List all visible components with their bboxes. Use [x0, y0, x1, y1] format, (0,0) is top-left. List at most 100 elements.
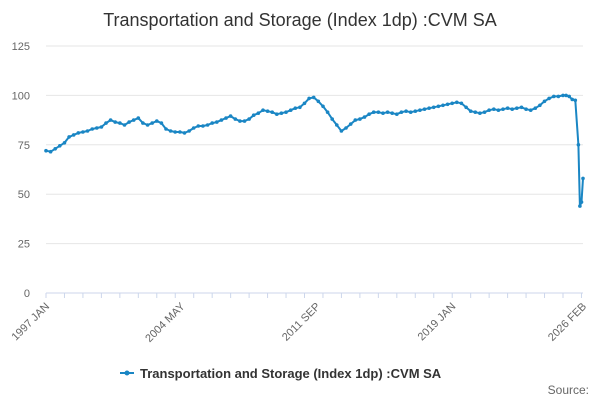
- data-point[interactable]: [556, 94, 561, 99]
- data-point[interactable]: [564, 93, 568, 98]
- data-point[interactable]: [390, 111, 395, 115]
- data-point[interactable]: [62, 141, 67, 145]
- data-point[interactable]: [515, 106, 519, 110]
- data-point[interactable]: [150, 121, 154, 125]
- data-point[interactable]: [567, 94, 571, 99]
- data-point[interactable]: [496, 108, 501, 112]
- data-point[interactable]: [501, 107, 505, 111]
- data-point[interactable]: [127, 120, 131, 124]
- data-point[interactable]: [547, 96, 551, 101]
- data-point[interactable]: [385, 110, 390, 114]
- data-point[interactable]: [159, 121, 164, 125]
- data-point[interactable]: [473, 110, 478, 114]
- data-point[interactable]: [330, 117, 335, 121]
- data-point[interactable]: [510, 107, 514, 111]
- data-point[interactable]: [173, 130, 177, 134]
- data-point[interactable]: [67, 135, 71, 139]
- data-point[interactable]: [261, 108, 265, 112]
- data-point[interactable]: [168, 129, 173, 133]
- data-point[interactable]: [450, 101, 455, 106]
- data-point[interactable]: [58, 144, 62, 148]
- data-point[interactable]: [219, 118, 224, 122]
- data-point[interactable]: [71, 133, 76, 137]
- data-point[interactable]: [459, 101, 464, 106]
- legend[interactable]: Transportation and Storage (Index 1dp) :…: [120, 366, 442, 381]
- data-point[interactable]: [275, 112, 279, 116]
- data-point[interactable]: [293, 106, 298, 110]
- data-point[interactable]: [519, 105, 524, 110]
- data-point[interactable]: [242, 119, 247, 123]
- data-point[interactable]: [579, 200, 584, 204]
- data-point[interactable]: [76, 131, 81, 135]
- data-point[interactable]: [53, 147, 57, 151]
- data-point[interactable]: [90, 127, 94, 131]
- data-point[interactable]: [445, 102, 450, 107]
- data-point[interactable]: [505, 106, 510, 110]
- data-point[interactable]: [205, 123, 210, 127]
- data-point[interactable]: [95, 126, 99, 130]
- data-point[interactable]: [145, 123, 150, 127]
- data-point[interactable]: [576, 143, 581, 147]
- data-point[interactable]: [196, 124, 201, 128]
- data-point[interactable]: [464, 105, 468, 110]
- data-point[interactable]: [210, 121, 214, 125]
- data-point[interactable]: [164, 127, 168, 131]
- data-point[interactable]: [573, 98, 578, 103]
- data-point[interactable]: [427, 106, 431, 110]
- data-point[interactable]: [256, 111, 261, 115]
- data-point[interactable]: [538, 103, 542, 108]
- data-point[interactable]: [265, 109, 270, 113]
- data-point[interactable]: [215, 120, 219, 124]
- data-point[interactable]: [344, 126, 348, 130]
- data-point[interactable]: [228, 114, 233, 118]
- data-point[interactable]: [131, 118, 136, 122]
- data-point[interactable]: [422, 107, 427, 111]
- data-point[interactable]: [581, 176, 585, 181]
- data-point[interactable]: [335, 123, 339, 127]
- data-point[interactable]: [302, 101, 307, 106]
- data-point[interactable]: [187, 129, 191, 133]
- data-point[interactable]: [418, 108, 422, 112]
- data-point[interactable]: [436, 104, 441, 109]
- data-point[interactable]: [122, 123, 127, 127]
- data-point[interactable]: [455, 100, 459, 105]
- data-point[interactable]: [201, 124, 205, 128]
- data-point[interactable]: [482, 110, 487, 114]
- data-point[interactable]: [552, 94, 556, 99]
- data-point[interactable]: [353, 118, 358, 122]
- data-point[interactable]: [358, 117, 362, 121]
- data-point[interactable]: [113, 120, 117, 124]
- data-point[interactable]: [238, 119, 242, 123]
- data-point[interactable]: [48, 149, 53, 154]
- data-point[interactable]: [533, 106, 538, 110]
- data-point[interactable]: [298, 105, 302, 110]
- data-point[interactable]: [85, 129, 90, 133]
- data-point[interactable]: [528, 108, 533, 112]
- data-point[interactable]: [441, 103, 445, 108]
- data-point[interactable]: [362, 115, 367, 119]
- data-point[interactable]: [178, 130, 182, 134]
- data-point[interactable]: [136, 116, 141, 120]
- data-point[interactable]: [561, 93, 565, 98]
- data-point[interactable]: [376, 110, 381, 114]
- data-point[interactable]: [487, 108, 491, 112]
- data-point[interactable]: [307, 96, 311, 101]
- data-point[interactable]: [247, 117, 251, 121]
- data-point[interactable]: [492, 107, 496, 111]
- data-point[interactable]: [339, 129, 344, 133]
- data-point[interactable]: [251, 113, 256, 117]
- data-point[interactable]: [408, 110, 413, 114]
- data-point[interactable]: [316, 99, 321, 104]
- data-point[interactable]: [399, 110, 404, 114]
- data-point[interactable]: [191, 126, 196, 130]
- data-point[interactable]: [404, 109, 408, 113]
- data-point[interactable]: [321, 104, 325, 109]
- data-point[interactable]: [311, 95, 316, 100]
- data-point[interactable]: [284, 110, 288, 114]
- data-point[interactable]: [348, 122, 353, 126]
- data-point[interactable]: [182, 131, 187, 135]
- series-line[interactable]: [45, 94, 584, 208]
- data-point[interactable]: [371, 110, 376, 114]
- data-point[interactable]: [108, 118, 113, 122]
- data-point[interactable]: [141, 121, 145, 125]
